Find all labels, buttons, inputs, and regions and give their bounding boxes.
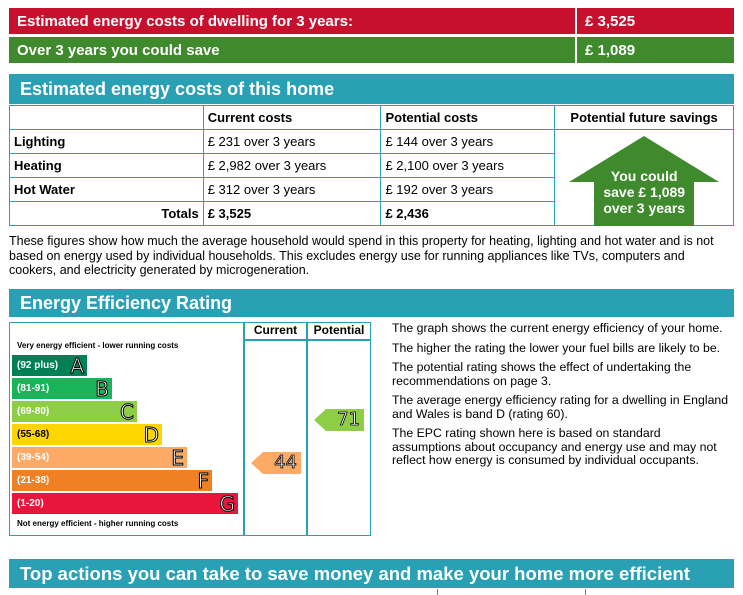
row-label: Lighting [9, 129, 204, 154]
savings-value: £ 1,089 [585, 41, 636, 59]
row-potential: £ 2,100 over 3 years [380, 153, 556, 178]
row-label: Hot Water [9, 177, 204, 202]
rating-bar-e: (39-54) E [12, 445, 187, 470]
actions-table-divider [585, 589, 586, 595]
rating-range: (55-68) [17, 429, 50, 440]
rating-letter: C [120, 399, 135, 424]
rating-bar-f: (21-38) F [12, 468, 212, 493]
table-row: Lighting £ 231 over 3 years £ 144 over 3… [9, 129, 734, 226]
rating-letter: A [70, 353, 85, 378]
table-row: Hot Water £ 312 over 3 years £ 192 over … [9, 177, 734, 202]
totals-row: Totals £ 3,525 £ 2,436 [9, 201, 734, 226]
savings-arrow-line1: You could [610, 168, 678, 184]
very-efficient-label: Very energy efficient - lower running co… [17, 341, 179, 350]
row-potential: £ 144 over 3 years [380, 129, 556, 154]
rating-bar-b: (81-91) B [12, 376, 112, 401]
potential-column-divider [306, 322, 308, 536]
costs-header-current: Current costs [202, 105, 382, 130]
potential-column-header: Potential [313, 323, 365, 337]
rating-letter: G [219, 491, 235, 516]
current-rating-value: 44 [274, 452, 298, 474]
row-current: £ 2,982 over 3 years [202, 153, 382, 178]
totals-potential: £ 2,436 [380, 201, 556, 226]
estimated-cost-value-band: £ 3,525 [577, 8, 734, 34]
rating-letter: B [95, 376, 110, 401]
costs-section-title: Estimated energy costs of this home [9, 74, 734, 104]
explanation-text: These figures show how much the average … [9, 234, 714, 277]
current-column-divider [243, 322, 245, 536]
column-header-underline [243, 339, 371, 341]
rating-letter: D [143, 422, 159, 447]
rating-letter: E [171, 445, 185, 470]
estimated-cost-label: Estimated energy costs of dwelling for 3… [17, 12, 353, 30]
totals-label: Totals [9, 201, 204, 226]
estimated-cost-value: £ 3,525 [585, 12, 636, 30]
savings-value-band: £ 1,089 [577, 37, 734, 63]
costs-header-savings: Potential future savings [554, 105, 734, 130]
savings-arrow-line2: save £ 1,089 [603, 184, 686, 200]
potential-rating-arrow-icon [314, 409, 364, 431]
efficiency-paragraph: The graph shows the current energy effic… [392, 321, 723, 335]
row-current: £ 231 over 3 years [202, 129, 382, 154]
rating-range: (69-80) [17, 406, 50, 417]
savings-arrow-icon [569, 136, 720, 226]
not-efficient-label: Not energy efficient - higher running co… [17, 519, 179, 528]
actions-table-divider [437, 589, 438, 595]
current-column-header: Current [253, 323, 298, 337]
savings-arrow-line3: over 3 years [603, 200, 686, 216]
rating-bar-g: (1-20) G [12, 491, 238, 516]
rating-letter: F [197, 468, 209, 493]
efficiency-paragraph: The average energy efficiency rating for… [392, 393, 729, 421]
rating-range: (39-54) [17, 452, 50, 463]
row-label: Heating [9, 153, 204, 178]
costs-header-row: Current costs Potential costs Potential … [9, 105, 734, 130]
rating-range: (92 plus) [17, 360, 59, 371]
savings-arrow-text: You could save £ 1,089 over 3 years [559, 168, 729, 216]
rating-bar-d: (55-68) D [12, 422, 162, 447]
rating-range: (21-38) [17, 475, 50, 486]
savings-cell: You could save £ 1,089 over 3 years [554, 129, 734, 226]
estimated-cost-label-band: Estimated energy costs of dwelling for 3… [9, 8, 575, 34]
savings-label-band: Over 3 years you could save [9, 37, 575, 63]
efficiency-paragraph: The potential rating shows the effect of… [392, 360, 692, 388]
current-rating-arrow-icon [251, 452, 301, 474]
rating-bar-a: (92 plus) A [12, 353, 87, 378]
savings-label: Over 3 years you could save [17, 41, 220, 59]
totals-current: £ 3,525 [202, 201, 382, 226]
efficiency-paragraph: The higher the rating the lower your fue… [392, 340, 721, 355]
efficiency-explanation: The graph shows the current energy effic… [392, 321, 732, 474]
rating-range: (1-20) [17, 498, 44, 509]
rating-range: (81-91) [17, 383, 50, 394]
actions-section-title: Top actions you can take to save money a… [9, 559, 734, 588]
costs-header-potential: Potential costs [380, 105, 556, 130]
rating-bar-c: (69-80) C [12, 399, 137, 424]
potential-rating-value: 71 [337, 409, 361, 431]
efficiency-section-title: Energy Efficiency Rating [9, 289, 734, 317]
potential-rating-marker: 71 [314, 409, 364, 431]
costs-table: Current costs Potential costs Potential … [9, 105, 734, 226]
row-potential: £ 192 over 3 years [380, 177, 556, 202]
efficiency-paragraph: The EPC rating shown here is based on st… [392, 426, 717, 467]
efficiency-chart [9, 322, 371, 536]
current-rating-marker: 44 [251, 452, 301, 474]
row-current: £ 312 over 3 years [202, 177, 382, 202]
costs-header-item [9, 105, 204, 130]
